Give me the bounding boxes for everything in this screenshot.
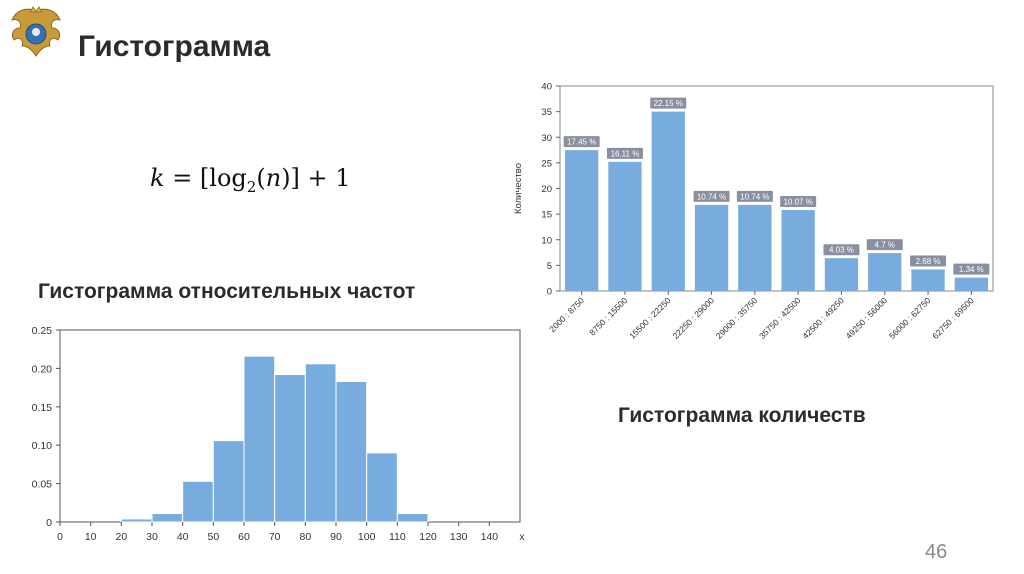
x-tick-label: 10 xyxy=(85,531,97,543)
count-bar xyxy=(954,277,988,291)
x-tick-label: 110 xyxy=(389,531,406,543)
sturges-formula: k = [log2(n)] + 1 xyxy=(150,164,351,196)
y-tick-label: 0 xyxy=(547,287,552,298)
x-tick-label: 20 xyxy=(115,531,127,543)
y-tick-label: 5 xyxy=(547,261,552,272)
count-bar xyxy=(824,258,859,291)
histogram-bar xyxy=(304,363,337,523)
page-number: 46 xyxy=(925,541,948,563)
relative-frequency-histogram: 0 0.05 0.10 0.15 0.20 0.25 0 10 20 30 40 50 60 70 80 90… xyxy=(32,325,526,543)
count-bar xyxy=(781,210,815,291)
y-tick-label: 0 xyxy=(46,517,52,529)
caption-relative-frequencies: Гистограмма относительных частот xyxy=(38,280,416,303)
x-tick-label: 130 xyxy=(450,531,468,543)
x-tick-label: 120 xyxy=(419,531,437,543)
count-bar xyxy=(651,111,685,291)
formula-n: n xyxy=(265,164,282,192)
data-label: 10.74 % xyxy=(740,192,769,201)
formula-rest: + 1 xyxy=(307,164,351,192)
counts-histogram: 0 5 10 15 20 25 30 35 40 Количество 17.45 % 2000 : … xyxy=(513,82,994,341)
data-label-box xyxy=(606,147,643,159)
category-label: 56000 : 62750 xyxy=(887,295,933,341)
data-label: 22.15 % xyxy=(654,99,683,108)
category-label: 15500 : 22250 xyxy=(627,295,673,341)
data-label-box xyxy=(910,255,947,267)
category-label: 2000 : 8750 xyxy=(547,295,586,334)
x-axis-label: x xyxy=(519,531,525,543)
data-label: 1.34 % xyxy=(959,265,984,274)
x-tick-label: 140 xyxy=(481,531,499,543)
data-label-box xyxy=(823,244,860,256)
data-label-box xyxy=(780,196,817,208)
slide-title: Гистограмма xyxy=(78,30,271,63)
y-tick-label: 0.20 xyxy=(32,363,53,375)
data-label: 4.7 % xyxy=(875,241,895,250)
histogram-bar xyxy=(151,513,184,523)
category-label: 42500 : 49250 xyxy=(800,295,846,341)
data-label: 10.07 % xyxy=(783,198,812,207)
data-label: 16.11 % xyxy=(611,149,640,158)
category-label: 49250 : 56000 xyxy=(844,295,890,341)
histogram-bar xyxy=(335,380,368,523)
y-tick-label: 0.05 xyxy=(32,479,53,491)
histogram-bar xyxy=(182,480,214,523)
category-label: 62750 : 69500 xyxy=(930,295,976,341)
emblem-logo-icon xyxy=(11,6,61,57)
data-label: 4.03 % xyxy=(829,246,854,255)
histogram-bar xyxy=(274,374,306,523)
x-tick-label: 80 xyxy=(299,531,311,543)
data-label: 10.74 % xyxy=(697,192,726,201)
category-label: 22250 : 29000 xyxy=(670,295,716,341)
caption-counts: Гистограмма количеств xyxy=(618,404,866,427)
x-tick-label: 60 xyxy=(238,531,250,543)
x-tick-label: 0 xyxy=(57,531,63,543)
y-axis-label: Количество xyxy=(513,163,524,214)
count-bar xyxy=(608,161,642,291)
count-bar xyxy=(868,253,902,291)
formula-equals: = xyxy=(172,164,193,192)
y-tick-label: 25 xyxy=(541,158,552,169)
category-label: 35750 : 42500 xyxy=(757,295,803,341)
x-tick-label: 30 xyxy=(146,531,158,543)
x-tick-label: 90 xyxy=(330,531,342,543)
count-bar xyxy=(694,204,729,291)
histogram-bar xyxy=(396,513,429,523)
y-tick-label: 0.15 xyxy=(32,402,53,414)
x-tick-label: 100 xyxy=(358,531,376,543)
y-tick-label: 0.10 xyxy=(32,440,53,452)
y-tick-label: 15 xyxy=(541,210,552,221)
count-bar xyxy=(911,269,945,291)
data-label: 2.68 % xyxy=(916,257,941,266)
data-label-box xyxy=(953,263,990,275)
y-tick-label: 20 xyxy=(541,184,552,195)
formula-base: 2 xyxy=(246,177,257,196)
x-tick-label: 40 xyxy=(177,531,189,543)
category-label: 29000 : 35750 xyxy=(714,295,760,341)
y-tick-label: 35 xyxy=(541,107,552,118)
formula-k: k xyxy=(150,164,165,192)
histogram-bar xyxy=(212,440,245,523)
data-label-box xyxy=(866,239,903,251)
data-label: 17.45 % xyxy=(567,138,596,147)
formula-log: log xyxy=(209,164,247,192)
count-bar xyxy=(738,204,772,291)
y-tick-label: 10 xyxy=(541,235,552,246)
data-label-box xyxy=(693,190,730,202)
x-tick-label: 50 xyxy=(207,531,219,543)
histogram-bar xyxy=(243,355,276,523)
y-tick-label: 0.25 xyxy=(32,325,53,337)
y-tick-label: 30 xyxy=(541,133,552,144)
y-tick-label: 40 xyxy=(541,82,552,93)
x-tick-label: 70 xyxy=(269,531,281,543)
category-label: 8750 : 15500 xyxy=(587,295,629,337)
data-label-box xyxy=(650,97,687,109)
histogram-bar xyxy=(366,452,398,523)
count-bar xyxy=(565,150,599,291)
histogram-bar xyxy=(120,518,153,523)
data-label-box xyxy=(736,190,773,202)
data-label-box xyxy=(563,136,600,148)
